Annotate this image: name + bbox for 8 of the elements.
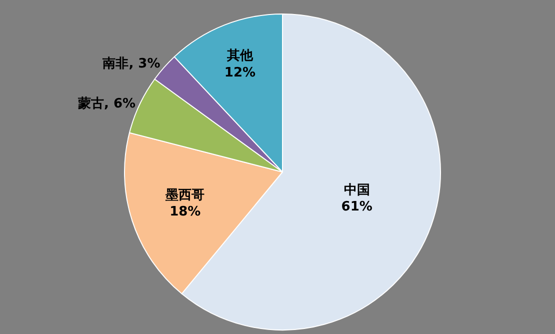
data-label: 18% (170, 204, 201, 220)
data-label: 61% (341, 200, 372, 215)
slice-label: 蒙古, 6% (76, 95, 136, 112)
data-label: 12% (224, 66, 256, 81)
slice-label: 南非, 3% (102, 56, 160, 72)
slice-label: 墨西哥 (164, 188, 205, 203)
slice-label: 中国 (344, 182, 370, 198)
slice-label: 其他 (226, 48, 254, 64)
